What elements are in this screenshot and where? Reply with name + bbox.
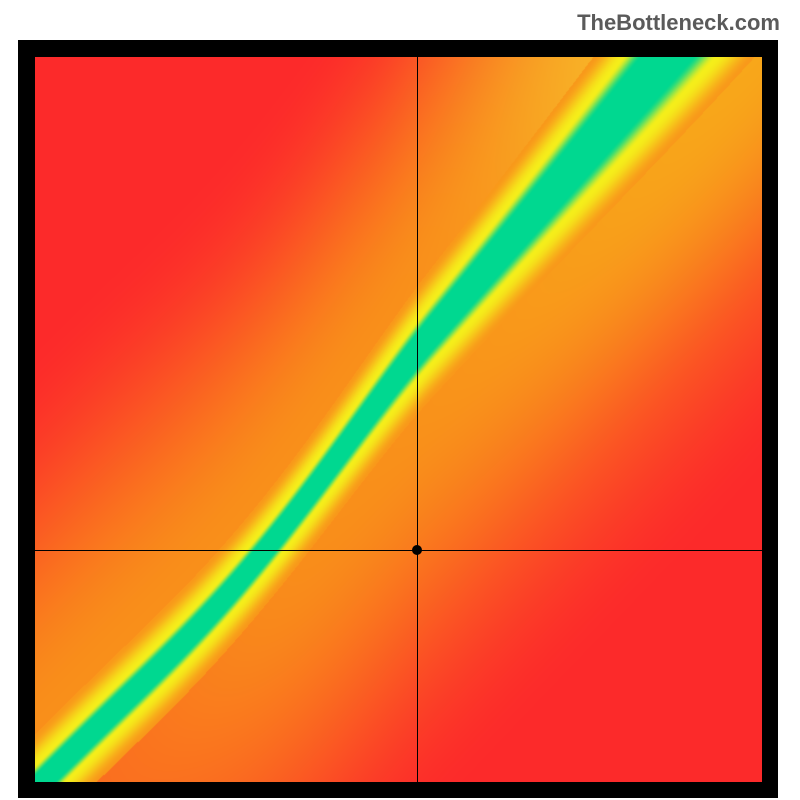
- heatmap-canvas: [35, 57, 762, 782]
- heatmap-plot: [35, 57, 762, 782]
- chart-container: { "watermark": "TheBottleneck.com", "can…: [0, 0, 800, 800]
- marker-dot: [412, 545, 422, 555]
- crosshair-horizontal: [35, 550, 762, 551]
- watermark: TheBottleneck.com: [577, 10, 780, 36]
- crosshair-vertical: [417, 57, 418, 782]
